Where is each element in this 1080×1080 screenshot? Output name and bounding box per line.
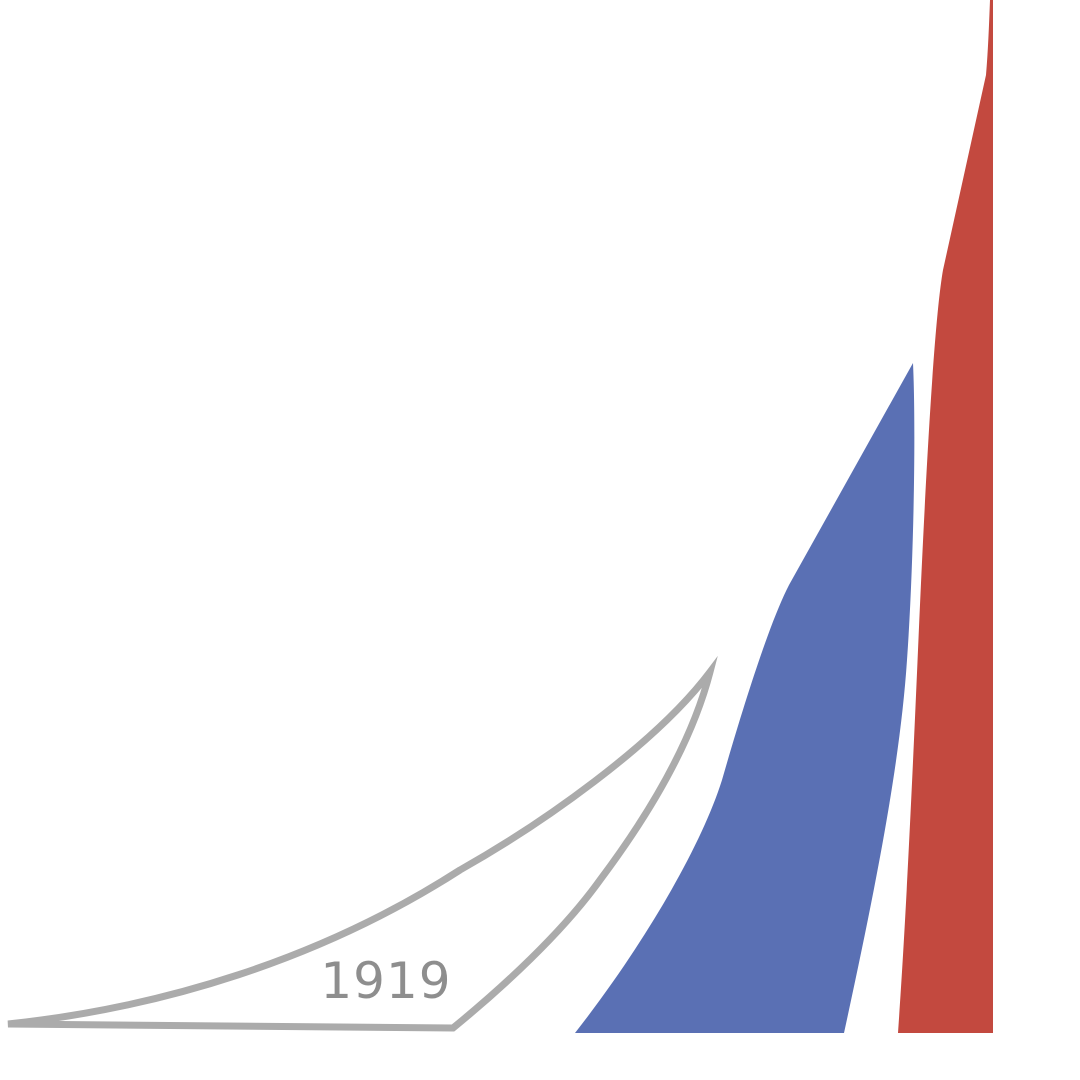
label-1919: 1919 xyxy=(320,952,451,1010)
gray-1919-curve-outline xyxy=(7,655,718,1032)
red-growth-curve xyxy=(898,0,993,1033)
blue-growth-curve xyxy=(575,363,915,1033)
